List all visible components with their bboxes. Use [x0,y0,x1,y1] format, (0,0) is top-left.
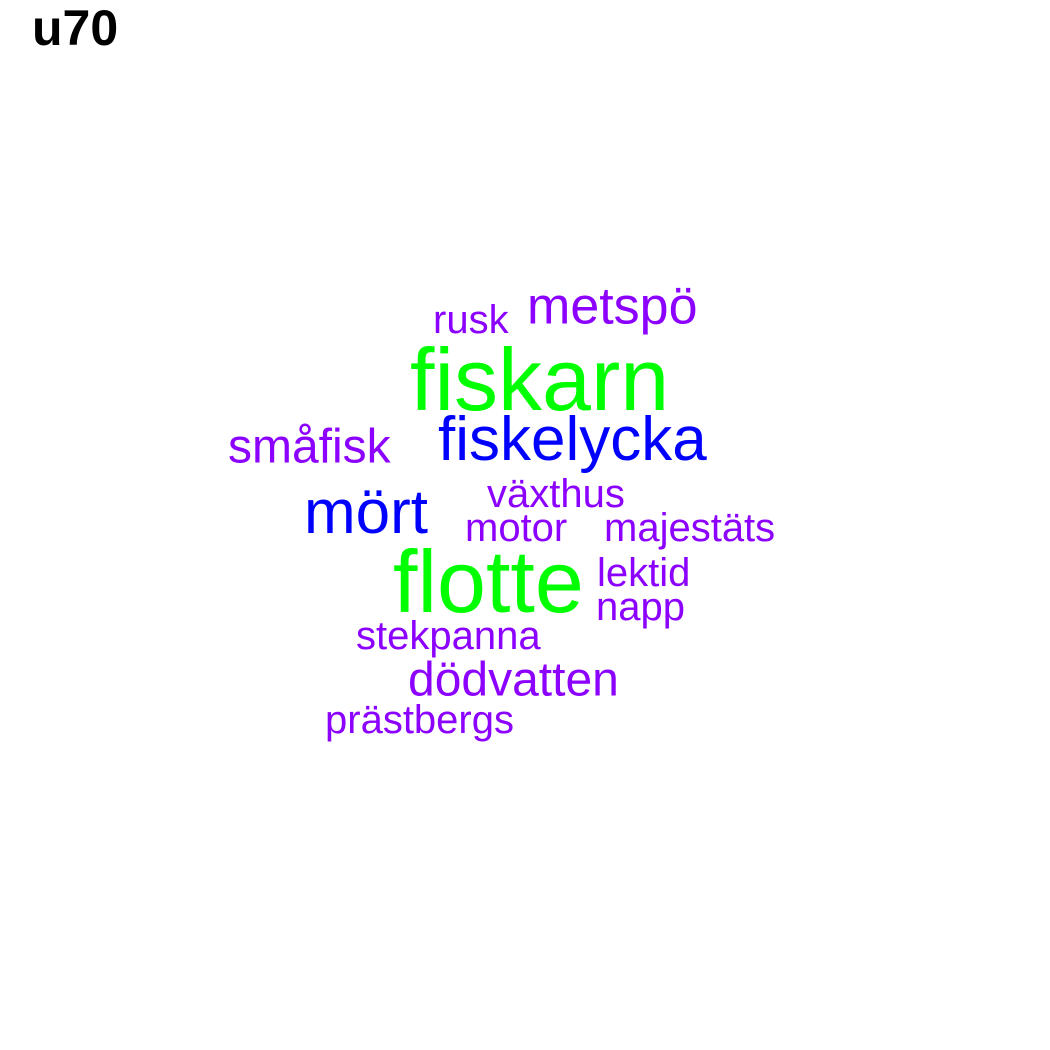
word-flotte: flotte [393,531,584,631]
word-dodvatten: dödvatten [408,653,619,707]
word-prastbergs: prästbergs [325,698,514,743]
word-metspo: metspö [527,277,698,336]
word-majestats: majestäts [604,506,776,551]
word-rusk: rusk [433,298,509,343]
word-smafisk: småfisk [228,420,391,474]
page-title: u70 [32,0,119,56]
word-lektid: lektid [597,551,691,596]
word-napp: napp [596,585,685,630]
word-motor: motor [465,506,568,551]
word-vaxthus: växthus [487,472,625,517]
word-fiskelycka: fiskelycka [438,405,707,475]
word-fiskarn: fiskarn [410,329,670,429]
word-stekpanna: stekpanna [356,614,541,659]
word-mort: mört [304,478,428,548]
